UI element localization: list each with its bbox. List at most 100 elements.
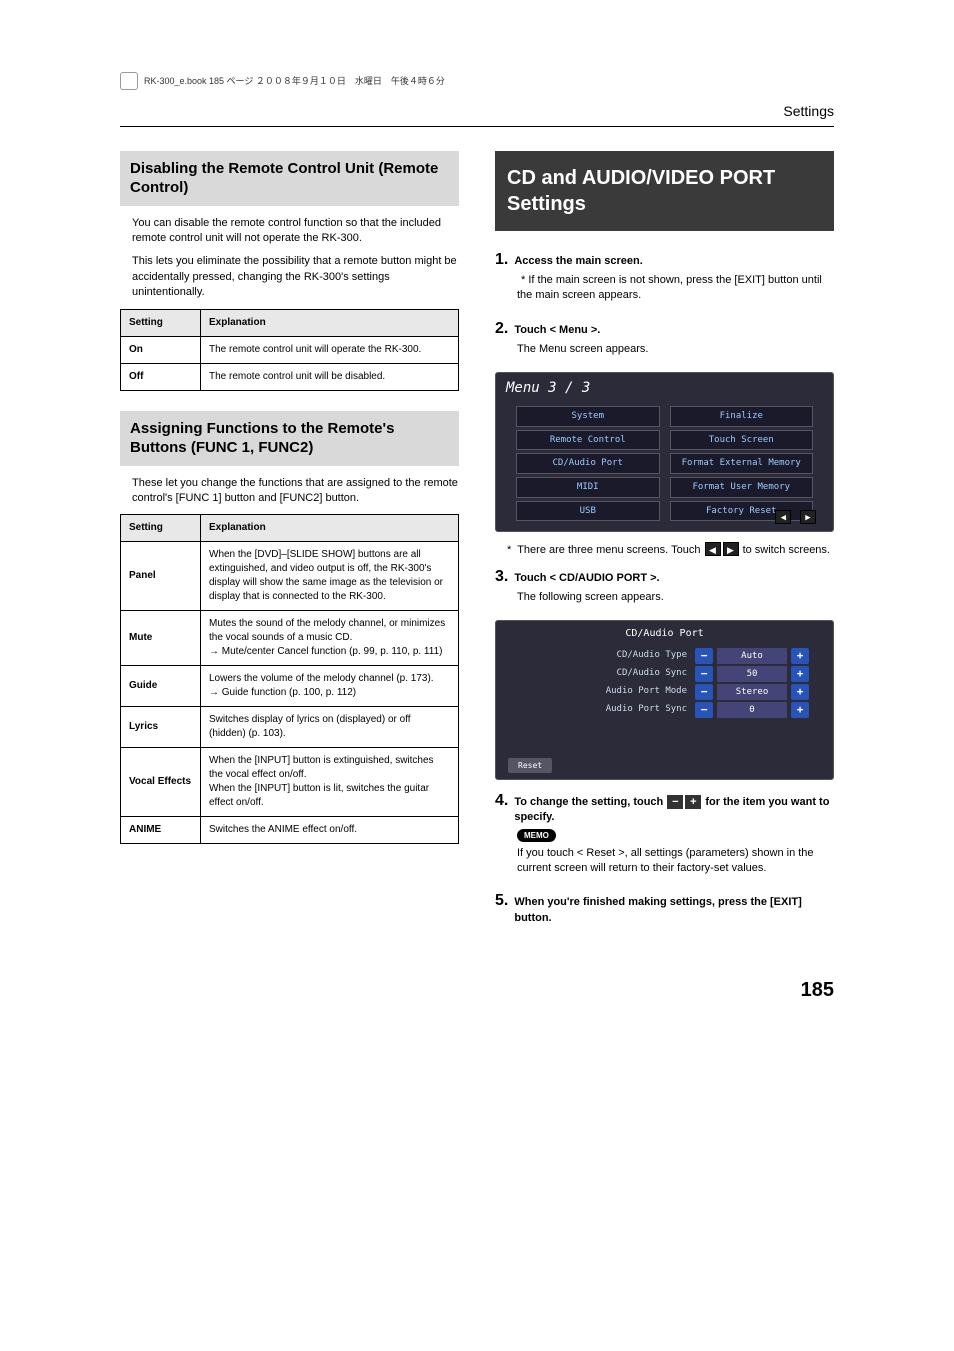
next-icon: ▶	[723, 542, 739, 556]
cd-audio-screenshot: CD/Audio Port CD/Audio Type−Auto+CD/Audi…	[495, 620, 834, 780]
th: Setting	[121, 309, 201, 336]
reset-button[interactable]: Reset	[508, 758, 552, 773]
minus-button[interactable]: −	[695, 702, 713, 718]
screenshot-title: CD/Audio Port	[502, 627, 827, 641]
td-key: Vocal Effects	[121, 748, 201, 817]
menu-item[interactable]: CD/Audio Port	[516, 453, 660, 474]
minus-button[interactable]: −	[695, 684, 713, 700]
header-label: Settings	[783, 103, 834, 119]
menu-item[interactable]: Remote Control	[516, 430, 660, 451]
td-key: Mute	[121, 611, 201, 666]
th: Explanation	[201, 515, 459, 542]
table-func-buttons: SettingExplanation PanelWhen the [DVD]–[…	[120, 514, 459, 844]
para: These let you change the functions that …	[132, 476, 459, 507]
td-val: The remote control unit will be disabled…	[201, 363, 459, 390]
prev-icon[interactable]: ◀	[775, 510, 791, 524]
setting-label: CD/Audio Sync	[520, 667, 691, 680]
menu-item[interactable]: MIDI	[516, 477, 660, 498]
step-4: 4. To change the setting, touch −+ for t…	[495, 790, 834, 877]
menu-item[interactable]: USB	[516, 501, 660, 522]
note-text-b: to switch screens.	[743, 544, 830, 556]
book-icon	[120, 72, 138, 90]
td-val: Switches display of lyrics on (displayed…	[201, 707, 459, 748]
step-num: 1.	[495, 249, 508, 271]
td-key: ANIME	[121, 817, 201, 844]
setting-row: CD/Audio Type−Auto+	[502, 647, 827, 665]
prev-icon: ◀	[705, 542, 721, 556]
menu-item[interactable]: Touch Screen	[670, 430, 814, 451]
setting-label: Audio Port Mode	[520, 685, 691, 698]
td-val: Mutes the sound of the melody channel, o…	[201, 611, 459, 666]
step-head: When you're finished making settings, pr…	[514, 895, 834, 926]
table-remote-disable: SettingExplanation OnThe remote control …	[120, 309, 459, 391]
step-head: To change the setting, touch −+ for the …	[514, 795, 834, 826]
td-key: Guide	[121, 666, 201, 707]
minus-button[interactable]: −	[695, 648, 713, 664]
step-head: Touch < CD/AUDIO PORT >.	[514, 571, 659, 586]
td-val: When the [INPUT] button is extinguished,…	[201, 748, 459, 817]
th: Setting	[121, 515, 201, 542]
print-header: RK-300_e.book 185 ページ ２００８年９月１０日 水曜日 午後４…	[120, 72, 834, 90]
menu-item[interactable]: System	[516, 406, 660, 427]
setting-label: CD/Audio Type	[520, 649, 691, 662]
section-title-func-buttons: Assigning Functions to the Remote's Butt…	[120, 411, 459, 466]
td-val: When the [DVD]–[SLIDE SHOW] buttons are …	[201, 542, 459, 611]
note-text-a: There are three menu screens. Touch	[517, 544, 703, 556]
setting-value: 50	[717, 666, 787, 682]
step-num: 2.	[495, 318, 508, 340]
td-val: Lowers the volume of the melody channel …	[201, 666, 459, 707]
step-5: 5. When you're finished making settings,…	[495, 890, 834, 926]
print-header-text: RK-300_e.book 185 ページ ２００８年９月１０日 水曜日 午後４…	[144, 75, 445, 88]
menu-item[interactable]: Finalize	[670, 406, 814, 427]
setting-row: Audio Port Sync−0+	[502, 701, 827, 719]
step-head-a: To change the setting, touch	[514, 796, 666, 808]
plus-button[interactable]: +	[791, 702, 809, 718]
right-column: CD and AUDIO/VIDEO PORT Settings 1. Acce…	[495, 151, 834, 941]
memo-badge: MEMO	[517, 829, 556, 842]
step-2: 2. Touch < Menu >. The Menu screen appea…	[495, 318, 834, 358]
plus-button[interactable]: +	[791, 684, 809, 700]
para: You can disable the remote control funct…	[132, 216, 459, 247]
left-column: Disabling the Remote Control Unit (Remot…	[120, 151, 459, 941]
minus-button[interactable]: −	[695, 666, 713, 682]
step-body-text: If the main screen is not shown, press t…	[517, 274, 822, 301]
plus-button[interactable]: +	[791, 648, 809, 664]
step-num: 4.	[495, 790, 508, 812]
para: This lets you eliminate the possibility …	[132, 254, 459, 300]
setting-row: CD/Audio Sync−50+	[502, 665, 827, 683]
td-val: Switches the ANIME effect on/off.	[201, 817, 459, 844]
next-icon[interactable]: ▶	[800, 510, 816, 524]
memo-text: If you touch < Reset >, all settings (pa…	[517, 846, 834, 877]
menu-item[interactable]: Format User Memory	[670, 477, 814, 498]
setting-row: Audio Port Mode−Stereo+	[502, 683, 827, 701]
th: Explanation	[201, 309, 459, 336]
setting-value: Stereo	[717, 684, 787, 700]
td-key: Off	[121, 363, 201, 390]
step-num: 3.	[495, 566, 508, 588]
asterisk: *	[521, 274, 525, 286]
td-key: Lyrics	[121, 707, 201, 748]
step-3: 3. Touch < CD/AUDIO PORT >. The followin…	[495, 566, 834, 606]
asterisk: *	[507, 544, 511, 556]
setting-value: Auto	[717, 648, 787, 664]
page-header: Settings	[120, 102, 834, 127]
step-body-text: The Menu screen appears.	[517, 342, 834, 357]
plus-icon: +	[685, 795, 701, 809]
note: * There are three menu screens. Touch ◀▶…	[507, 542, 834, 558]
menu-item[interactable]: Format External Memory	[670, 453, 814, 474]
section-title-cd-audio: CD and AUDIO/VIDEO PORT Settings	[495, 151, 834, 231]
setting-value: 0	[717, 702, 787, 718]
step-1: 1. Access the main screen. * If the main…	[495, 249, 834, 304]
setting-label: Audio Port Sync	[520, 703, 691, 716]
td-val: The remote control unit will operate the…	[201, 336, 459, 363]
step-body-text: The following screen appears.	[517, 590, 834, 605]
step-head: Access the main screen.	[514, 254, 642, 269]
td-key: Panel	[121, 542, 201, 611]
page-number: 185	[120, 976, 834, 1004]
td-key: On	[121, 336, 201, 363]
minus-icon: −	[667, 795, 683, 809]
menu-title: Menu 3 / 3	[496, 373, 833, 405]
menu-screenshot: Menu 3 / 3 System Finalize Remote Control T…	[495, 372, 834, 532]
plus-button[interactable]: +	[791, 666, 809, 682]
step-head: Touch < Menu >.	[514, 323, 600, 338]
